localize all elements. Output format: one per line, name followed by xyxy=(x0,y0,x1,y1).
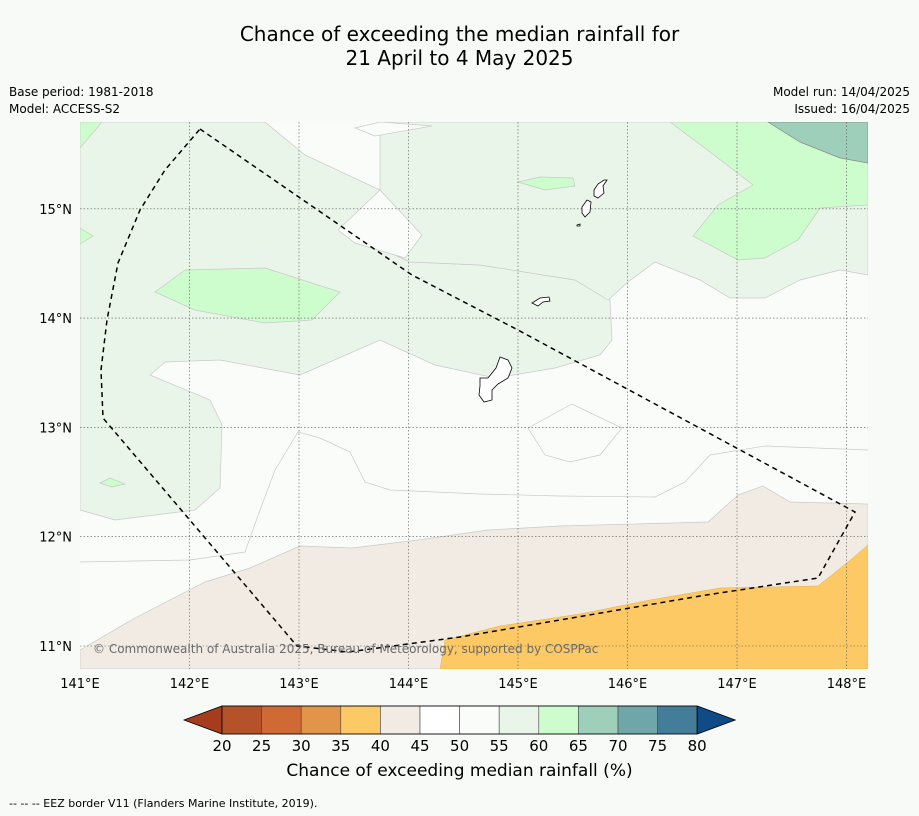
longitude-tick-label: 144°E xyxy=(389,677,429,692)
islands xyxy=(478,179,608,403)
colorbar-outline xyxy=(221,705,698,735)
saipan-island xyxy=(593,179,608,199)
longitude-tick-label: 143°E xyxy=(279,677,319,692)
contour-50-top-hole xyxy=(353,122,433,137)
colorbar-segment xyxy=(578,705,619,735)
longitude-tick-label: 147°E xyxy=(717,677,757,692)
contour-35-40-southeast xyxy=(439,544,868,669)
colorbar-segment xyxy=(498,705,540,735)
longitude-tick-label: 141°E xyxy=(60,677,100,692)
colorbar-segment xyxy=(617,705,658,735)
gridlines xyxy=(80,122,868,669)
colorbar-tick-label: 75 xyxy=(648,737,667,755)
aguijan-island xyxy=(576,223,581,227)
title-line-1: Chance of exceeding the median rainfall … xyxy=(239,22,680,46)
colorbar-segment xyxy=(221,705,262,735)
latitude-tick-label: 13°N xyxy=(39,421,72,436)
colorbar-extend-low xyxy=(182,705,223,735)
colorbar-tick-label: 30 xyxy=(292,737,311,755)
contour-60-65-patch xyxy=(154,267,341,324)
colorbar-tick-label: 60 xyxy=(529,737,548,755)
latitude-tick-label: 14°N xyxy=(39,312,72,327)
longitude-labels: 141°E 142°E 143°E 144°E 145°E 146°E 147°E 148°E xyxy=(60,677,866,692)
rota-island xyxy=(531,296,551,307)
contour-50-south-hole xyxy=(527,403,623,463)
colorbar-label: Chance of exceeding median rainfall (%) xyxy=(286,761,633,781)
longitude-tick-label: 145°E xyxy=(498,677,538,692)
colorbar-tick-label: 25 xyxy=(252,737,271,755)
contour-65-70-northeast xyxy=(767,122,868,164)
contour-60-65-small xyxy=(516,176,576,191)
contour-lines-50 xyxy=(80,431,868,563)
colorbar-tick-label: 50 xyxy=(450,737,469,755)
longitude-tick-label: 146°E xyxy=(608,677,648,692)
colorbar-segment xyxy=(657,705,698,735)
tinian-island xyxy=(581,199,592,218)
colorbar-segment xyxy=(261,705,302,735)
map-plot-area: © Commonwealth of Australia 2025, Bureau… xyxy=(80,122,868,669)
colorbar-tick-label: 55 xyxy=(490,737,509,755)
colorbar-segment xyxy=(380,705,421,735)
contour-60-65-northeast xyxy=(669,122,868,261)
latitude-labels: 15°N 14°N 13°N 12°N 11°N xyxy=(39,203,72,655)
issued-date: Issued: 16/04/2025 xyxy=(794,102,910,116)
meta-left: Base period: 1981-2018 Model: ACCESS-S2 xyxy=(9,84,154,118)
latitude-tick-label: 12°N xyxy=(39,531,72,546)
guam-island xyxy=(478,356,513,403)
colorbar-segment xyxy=(538,705,579,735)
longitude-tick-label: 142°E xyxy=(170,677,210,692)
contour-60-65-tiny xyxy=(99,477,127,488)
latitude-tick-label: 15°N xyxy=(39,203,72,218)
contour-60-65-northwest xyxy=(80,122,103,149)
colorbar-tick-label: 40 xyxy=(371,737,390,755)
model-name: Model: ACCESS-S2 xyxy=(9,102,121,116)
base-period: Base period: 1981-2018 xyxy=(9,85,154,99)
eez-border xyxy=(100,127,857,653)
map-title: Chance of exceeding the median rainfall … xyxy=(0,22,919,70)
title-line-2: 21 April to 4 May 2025 xyxy=(345,46,574,70)
colorbar-tick-label: 70 xyxy=(608,737,627,755)
colorbar-tick-label: 45 xyxy=(410,737,429,755)
colorbar-tick-label: 65 xyxy=(569,737,588,755)
colorbar-segment xyxy=(419,705,460,735)
colorbar-segment xyxy=(300,705,342,735)
contour-50-hole xyxy=(337,189,423,259)
colorbar-tick-label: 35 xyxy=(331,737,350,755)
meta-right: Model run: 14/04/2025 Issued: 16/04/2025 xyxy=(773,84,910,118)
contour-60-65-west xyxy=(80,227,94,245)
copyright-notice: © Commonwealth of Australia 2025, Bureau… xyxy=(93,642,598,656)
longitude-tick-label: 148°E xyxy=(827,677,867,692)
latitude-tick-label: 11°N xyxy=(39,640,72,655)
colorbar-segment xyxy=(459,705,500,735)
colorbar-tick-label: 20 xyxy=(212,737,231,755)
colorbar-tick-label: 80 xyxy=(688,737,707,755)
colorbar: 20 25 30 35 40 45 50 55 60 65 70 75 80 xyxy=(182,705,737,755)
colorbar-segment xyxy=(340,705,381,735)
eez-footnote: -- -- -- EEZ border V11 (Flanders Marine… xyxy=(9,797,318,810)
model-run: Model run: 14/04/2025 xyxy=(772,85,910,99)
colorbar-extend-high xyxy=(696,705,737,735)
